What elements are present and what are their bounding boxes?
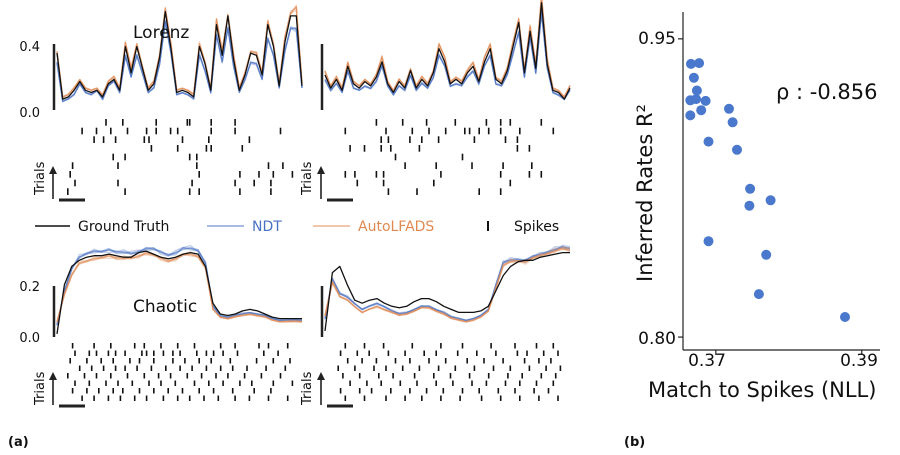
line-chaotic-1-autolfads-trial-4 xyxy=(56,252,303,323)
trials-arrow-head-lorenz-2 xyxy=(317,166,325,174)
line-chaotic-1-ndt-trial-3 xyxy=(56,247,302,325)
scatter-correlation-annotation: ρ : -0.856 xyxy=(776,80,877,104)
scatter-point xyxy=(765,195,776,206)
line-lorenz-2-ndt-trial-3 xyxy=(324,11,571,100)
line-chaotic-2-ndt-trial-2 xyxy=(324,247,571,321)
panel-label-b: (b) xyxy=(624,435,645,450)
line-lorenz-2-ndt-trial-1 xyxy=(324,11,571,100)
panel-label-a: (a) xyxy=(8,435,29,450)
line-chaotic-1-ndt-trial-5 xyxy=(56,246,303,326)
line-chaotic-1-ndt-trial-2 xyxy=(56,247,303,325)
line-chaotic-2-ndt-trial-3 xyxy=(324,247,570,321)
line-chaotic-1-autolfads-trial-0 xyxy=(56,251,303,323)
raster-label-trials-2: Trials xyxy=(300,161,315,196)
scatter-point xyxy=(685,95,696,106)
scatter-point xyxy=(691,85,702,96)
line-chaotic-2-ndt-trial-4 xyxy=(324,245,571,321)
scatter-point xyxy=(700,95,711,106)
line-chaotic-2-ground-truth xyxy=(324,251,570,331)
legend: Ground Truth NDT AutoLFADS Spikes xyxy=(35,219,559,235)
scatter-point xyxy=(703,236,714,247)
line-chaotic-1-autolfads-trial-1 xyxy=(56,253,303,323)
scatter-point xyxy=(696,105,707,116)
scatter-point xyxy=(694,58,705,69)
scatter-x-axis-label: Match to Spikes (NLL) xyxy=(648,378,876,402)
line-lorenz-2-ground-truth xyxy=(324,2,571,100)
scatter-point xyxy=(703,136,714,147)
scatter-point xyxy=(745,183,756,194)
line-lorenz-1-autolfads-trial-1 xyxy=(56,6,303,98)
line-chaotic-1-ground-truth xyxy=(56,250,302,334)
line-chaotic-1-ndt-trial-0 xyxy=(56,244,303,326)
line-chaotic-1-autolfads-trial-3 xyxy=(56,252,303,323)
scatter-point xyxy=(840,312,850,322)
scatter-point xyxy=(724,103,734,114)
raster-label-trials-4: Trials xyxy=(300,371,315,406)
scatter-point xyxy=(727,117,738,128)
trials-arrow-head-chaotic-2 xyxy=(317,372,325,380)
line-chaotic-2-autolfads-trial-5 xyxy=(324,247,571,323)
trials-arrow-head-chaotic-1 xyxy=(49,372,57,380)
line-chaotic-1-autolfads-trial-2 xyxy=(56,251,302,323)
chaotic-y-tick-label-zero: 0.0 xyxy=(19,331,40,346)
raster-label-trials-3: Trials xyxy=(33,371,48,406)
line-lorenz-2-autolfads-trial-1 xyxy=(324,0,571,98)
line-lorenz-1-autolfads-trial-0 xyxy=(56,8,303,99)
lorenz-y-tick-label-top: 0.4 xyxy=(19,40,40,55)
scatter-x-tick-label-0: 0.37 xyxy=(688,351,726,371)
trials-arrow-head-lorenz-1 xyxy=(49,166,57,174)
legend-label-ndt: NDT xyxy=(252,219,282,235)
line-lorenz-1-ground-truth xyxy=(56,10,303,100)
line-lorenz-2-ndt-trial-4 xyxy=(324,11,571,100)
scatter-point xyxy=(753,289,764,300)
line-lorenz-2-autolfads-trial-0 xyxy=(324,0,571,99)
scatter-y-tick-label-1: 0.80 xyxy=(638,329,676,349)
line-chaotic-1-ndt-trial-1 xyxy=(56,247,303,325)
scatter-y-axis-label: Inferred Rates R² xyxy=(633,104,657,282)
legend-label-ground-truth: Ground Truth xyxy=(78,219,169,235)
line-chaotic-1-ndt-trial-4 xyxy=(56,247,303,326)
scatter-y-tick-label-0: 0.95 xyxy=(638,29,676,49)
panel-title-lorenz: Lorenz xyxy=(133,23,189,43)
line-chaotic-2-autolfads-trial-0 xyxy=(324,246,571,323)
line-lorenz-2-ndt-trial-2 xyxy=(324,10,571,100)
scatter-x-tick-label-1: 0.39 xyxy=(840,351,878,371)
scatter-point xyxy=(761,249,772,260)
legend-label-autolfads: AutoLFADS xyxy=(358,219,434,235)
scatter-point xyxy=(744,200,755,211)
line-lorenz-1-ndt-trial-5 xyxy=(56,20,303,102)
scatter-point xyxy=(688,72,699,83)
raster-label-trials-1: Trials xyxy=(33,161,48,196)
line-lorenz-2-ndt-trial-0 xyxy=(324,13,571,101)
scatter-point xyxy=(686,58,696,69)
panel-title-chaotic: Chaotic xyxy=(133,297,197,317)
scatter-point xyxy=(732,144,742,155)
line-lorenz-1-autolfads-trial-4 xyxy=(56,6,303,98)
chaotic-y-tick-label-top: 0.2 xyxy=(19,280,40,295)
line-lorenz-1-autolfads-trial-3 xyxy=(56,6,303,98)
line-lorenz-2-ndt-trial-5 xyxy=(324,8,571,100)
scatter-point xyxy=(685,110,696,121)
lorenz-y-tick-label-zero: 0.0 xyxy=(19,106,40,121)
line-chaotic-2-ndt-trial-5 xyxy=(324,245,571,322)
line-chaotic-2-ndt-trial-1 xyxy=(324,246,571,322)
legend-label-spikes: Spikes xyxy=(514,219,559,235)
